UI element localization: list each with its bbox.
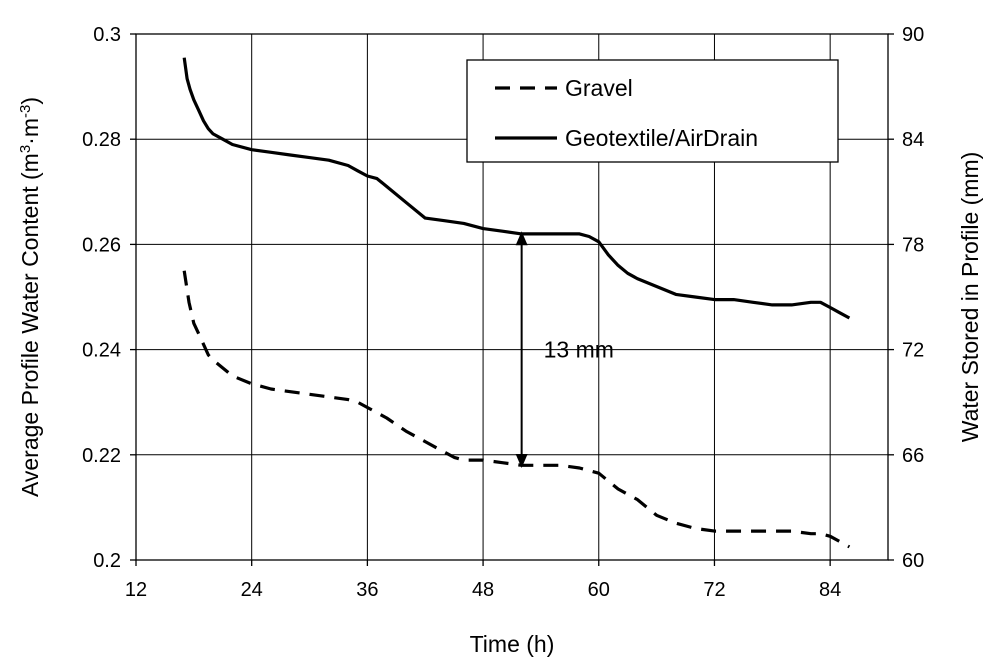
x-axis-title: Time (h): [470, 631, 555, 657]
y-tick-label: 0.2: [93, 550, 121, 572]
x-tick-label: 84: [819, 579, 841, 601]
x-tick-label: 36: [356, 579, 378, 601]
annotation-label: 13 mm: [544, 337, 614, 363]
legend-box: [466, 59, 839, 163]
x-tick-label: 12: [125, 579, 147, 601]
y-tick-label: 0.24: [82, 340, 121, 362]
annotation-arrowhead-bottom: [515, 453, 528, 468]
y2-tick-label: 84: [902, 129, 924, 151]
x-tick-label: 24: [241, 579, 263, 601]
y-axis-left: 0.2 0.22 0.24 0.26 0.28 0.3: [82, 24, 136, 572]
annotation: 13 mm: [515, 231, 614, 468]
series-line-gravel: [182, 270, 851, 549]
x-axis: 12 24 36 48 60 72 84: [125, 560, 841, 601]
y-axis-right: 60 66 72 78 84 90: [888, 24, 924, 572]
y2-tick-label: 66: [902, 445, 924, 467]
legend-label: Geotextile/AirDrain: [565, 125, 758, 151]
y2-tick-label: 78: [902, 234, 924, 256]
x-tick-label: 72: [703, 579, 725, 601]
x-tick-label: 60: [588, 579, 610, 601]
plot-frame: [135, 33, 889, 561]
legend-label: Gravel: [565, 75, 633, 101]
y2-axis-title: Water Stored in Profile (mm): [957, 152, 983, 443]
x-tick-label: 48: [472, 579, 494, 601]
y-tick-label: 0.22: [82, 445, 121, 467]
series-line-geotextile-airdrain: [182, 57, 851, 320]
annotation-arrowhead-top: [515, 231, 528, 246]
y2-tick-label: 90: [902, 24, 924, 46]
y-tick-label: 0.28: [82, 129, 121, 151]
legend: Gravel Geotextile/AirDrain: [466, 59, 839, 163]
y-tick-label: 0.3: [93, 24, 121, 46]
y2-tick-label: 60: [902, 550, 924, 572]
y-tick-label: 0.26: [82, 234, 121, 256]
y-axis-title: Average Profile Water Content (m3·m-3): [17, 97, 44, 497]
y2-tick-label: 72: [902, 340, 924, 362]
series-layer: [182, 57, 851, 549]
